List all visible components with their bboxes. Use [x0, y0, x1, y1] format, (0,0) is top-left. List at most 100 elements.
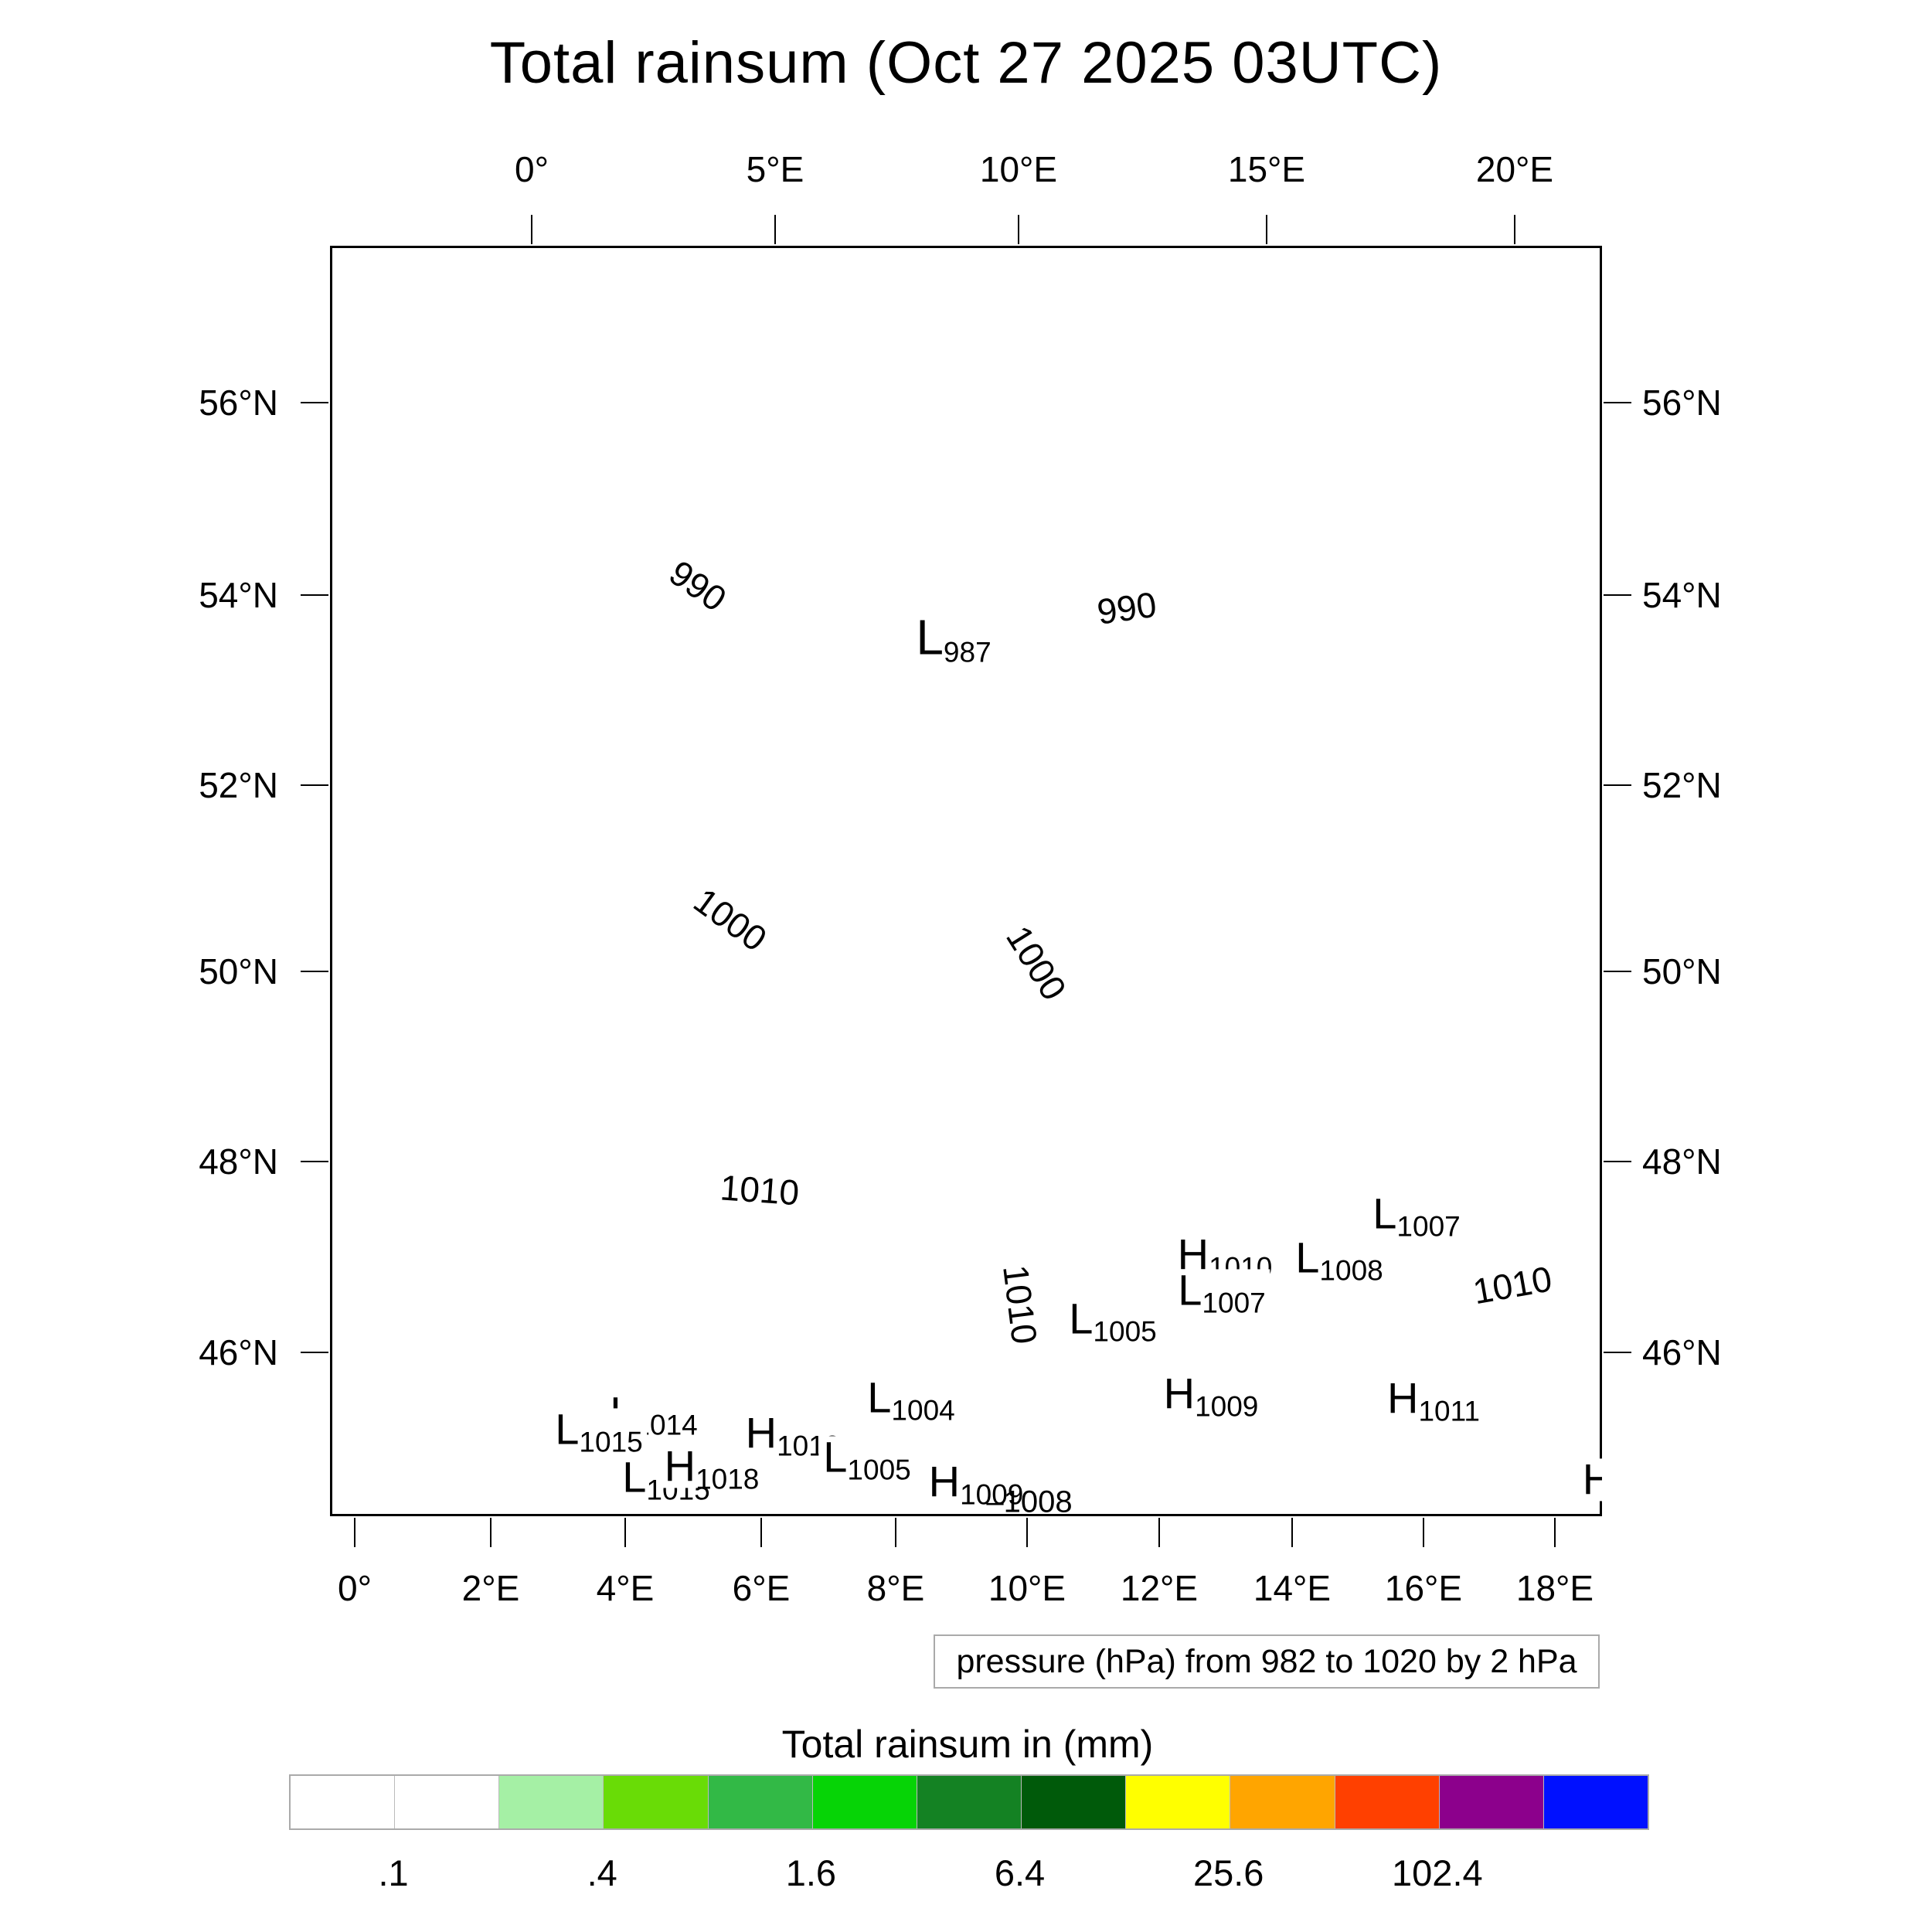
pressure-center-letter: L: [555, 1404, 580, 1454]
bottom-axis-label: 12°E: [1120, 1568, 1199, 1608]
pressure-center-letter: H: [664, 1441, 696, 1491]
right-tick: [1604, 784, 1631, 786]
top-axis-label: 10°E: [979, 149, 1058, 189]
pressure-center-value: 1015: [579, 1426, 643, 1458]
left-axis-label: 54°N: [199, 575, 278, 615]
left-axis-label: 48°N: [199, 1141, 278, 1182]
right-axis-label: 54°N: [1642, 575, 1722, 615]
left-tick: [301, 402, 328, 403]
bottom-axis-label: 6°E: [732, 1568, 791, 1608]
bottom-tick: [895, 1518, 896, 1547]
left-axis-label: 52°N: [199, 765, 278, 805]
bottom-tick: [624, 1518, 626, 1547]
pressure-center-letter: H: [745, 1408, 777, 1458]
right-axis-label: 48°N: [1642, 1141, 1722, 1182]
left-axis-label: 46°N: [199, 1332, 278, 1372]
high-center-label-1011: H1011: [1382, 1376, 1485, 1425]
left-axis-label: 50°N: [199, 951, 278, 992]
pressure-center-value: 1018: [696, 1463, 760, 1495]
bottom-tick: [1026, 1518, 1028, 1547]
colorbar-tick-label: 25.6: [1192, 1852, 1264, 1893]
right-axis-label: 56°N: [1642, 383, 1722, 423]
isobar-label-1010: 1010: [713, 1167, 807, 1213]
colorbar-cell-8: [1126, 1776, 1231, 1828]
colorbar-cell-3: [604, 1776, 709, 1828]
colorbar-cell-6: [917, 1776, 1022, 1828]
colorbar-cell-2: [499, 1776, 604, 1828]
bottom-axis-label: 8°E: [866, 1568, 925, 1608]
pressure-center-value: 987: [943, 636, 992, 668]
map-border: [330, 246, 1602, 1516]
right-axis-label: 52°N: [1642, 765, 1722, 805]
pressure-center-letter: H: [1177, 1230, 1209, 1279]
pressure-center-value: 1005: [847, 1454, 911, 1486]
pressure-center-letter: H: [928, 1457, 961, 1506]
colorbar-tick-label: 102.4: [1392, 1852, 1483, 1893]
high-center-label-1009: H1009: [923, 1460, 1029, 1509]
top-tick: [1514, 215, 1515, 244]
pressure-center-letter: H: [1582, 1454, 1602, 1504]
high-center-label: H: [1577, 1458, 1602, 1502]
low-center-label-987: L987: [911, 613, 996, 668]
bottom-axis-label: 10°E: [988, 1568, 1066, 1608]
top-axis-label: 20°E: [1475, 149, 1554, 189]
page-title: Total rainsum (Oct 27 2025 03UTC): [489, 30, 1443, 96]
isobar-label-990: 990: [1088, 583, 1165, 633]
colorbar-tick-label: 1.6: [785, 1852, 837, 1893]
colorbar-tick-label: .4: [587, 1852, 617, 1893]
pressure-label-layer: 990 990 1000 1000 1010 1010 1010 L987 L1007 H1010…: [330, 246, 1602, 1516]
pressure-caption: pressure (hPa) from 982 to 1020 by 2 hPa: [934, 1634, 1600, 1689]
top-axis-label: 5°E: [746, 149, 804, 189]
pressure-center-value: 1007: [1396, 1210, 1461, 1243]
pressure-center-letter: L: [1372, 1189, 1397, 1238]
left-tick: [301, 784, 328, 786]
rainfall-colorbar: [289, 1774, 1649, 1830]
bottom-tick: [354, 1518, 355, 1547]
isobar-label-990: 990: [657, 549, 739, 623]
low-center-label-1007: L1007: [1368, 1189, 1465, 1240]
pressure-center-letter: H: [1163, 1369, 1196, 1418]
bottom-axis-label: 4°E: [596, 1568, 655, 1608]
contour-value-label: –1008: [986, 1485, 1073, 1517]
isobar-label-1000: 1000: [995, 913, 1077, 1012]
bottom-axis-label: 18°E: [1515, 1568, 1594, 1608]
left-tick: [301, 1161, 328, 1162]
bottom-axis-label: 14°E: [1253, 1568, 1332, 1608]
right-tick: [1604, 402, 1631, 403]
top-axis-label: 15°E: [1227, 149, 1306, 189]
pressure-center-value: 1008: [1319, 1254, 1383, 1287]
top-axis-label: 0°: [515, 149, 549, 189]
right-tick: [1604, 1161, 1631, 1162]
bottom-axis-label: 16°E: [1384, 1568, 1463, 1608]
low-center-label-1005: L1005: [1064, 1297, 1162, 1345]
pressure-center-letter: L: [622, 1452, 647, 1502]
pressure-center-value: 1007: [1202, 1287, 1266, 1319]
low-center-label-1004: L1004: [862, 1376, 960, 1424]
colorbar-cell-7: [1022, 1776, 1127, 1828]
colorbar-cell-10: [1335, 1776, 1440, 1828]
bottom-tick: [1423, 1518, 1424, 1547]
pressure-center-letter: L: [916, 609, 944, 665]
right-axis-label: 46°N: [1642, 1332, 1722, 1372]
bottom-tick: [1158, 1518, 1160, 1547]
pressure-center-value: 1011: [1418, 1395, 1481, 1427]
right-tick: [1604, 971, 1631, 972]
isobar-label-1000: 1000: [682, 876, 779, 963]
top-tick: [531, 215, 532, 244]
pressure-center-value: 1004: [891, 1394, 955, 1427]
pressure-center-letter: L: [1295, 1233, 1320, 1282]
right-tick: [1604, 1352, 1631, 1353]
high-center-label-1009: H1009: [1158, 1369, 1264, 1420]
pressure-center-value: 1005: [1093, 1315, 1157, 1348]
isobar-label-1010: 1010: [995, 1257, 1045, 1352]
colorbar-tick-label: 6.4: [994, 1852, 1046, 1893]
bottom-tick: [760, 1518, 762, 1547]
colorbar-cell-5: [812, 1776, 917, 1828]
isobar-label-1010: 1010: [1464, 1257, 1561, 1313]
left-tick: [301, 1352, 328, 1353]
low-center-label-1007: L1007: [1173, 1268, 1270, 1317]
bottom-tick: [1291, 1518, 1293, 1547]
top-tick: [1018, 215, 1019, 244]
pressure-center-letter: L: [1178, 1265, 1202, 1315]
